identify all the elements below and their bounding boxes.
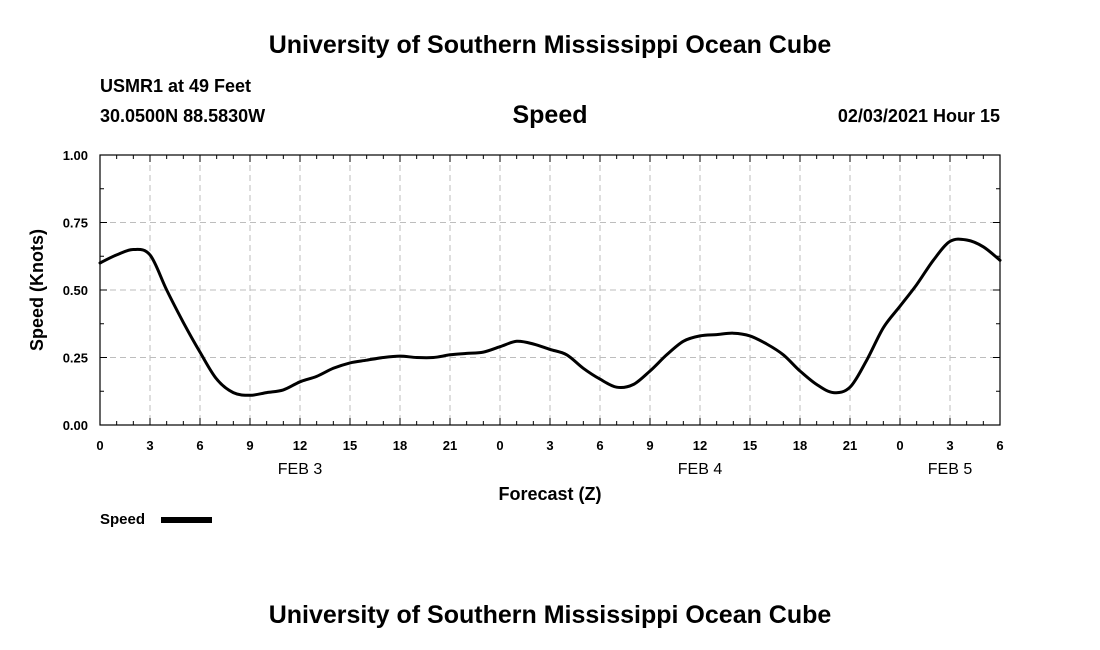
- x-tick-label: 3: [546, 438, 553, 453]
- x-tick-label: 0: [96, 438, 103, 453]
- series-line-speed: [98, 237, 1002, 397]
- grid: [100, 155, 1000, 425]
- date-label: FEB 5: [928, 461, 973, 478]
- x-tick-label: 0: [896, 438, 903, 453]
- x-tick-label: 6: [596, 438, 603, 453]
- y-tick-label: 0.50: [63, 283, 88, 298]
- y-tick-label: 1.00: [63, 148, 88, 163]
- date-labels: FEB 3 FEB 4 FEB 5: [278, 461, 973, 478]
- station-label: USMR1 at 49 Feet: [100, 76, 252, 96]
- x-tick-label: 3: [146, 438, 153, 453]
- y-tick-label: 0.75: [63, 216, 88, 231]
- plot-frame: [99, 154, 1001, 426]
- datetime-label: 02/03/2021 Hour 15: [837, 106, 1000, 126]
- x-tick-label: 9: [646, 438, 653, 453]
- y-tick-label: 0.00: [63, 418, 88, 433]
- x-tick-label: 15: [743, 438, 757, 453]
- x-tick-label: 21: [843, 438, 857, 453]
- x-tick-label: 21: [443, 438, 457, 453]
- coordinates-label: 30.0500N 88.5830W: [100, 106, 266, 126]
- x-tick-label: 18: [393, 438, 407, 453]
- x-tick-label: 18: [793, 438, 807, 453]
- y-axis-label: Speed (Knots): [27, 229, 47, 351]
- y-tick-label: 0.25: [63, 351, 88, 366]
- date-label: FEB 4: [678, 461, 723, 478]
- x-tick-label: 9: [246, 438, 253, 453]
- x-axis-label: Forecast (Z): [498, 484, 601, 504]
- x-tick-labels: 0 3 6 9 12 15 18 21 0 3 6 9 12 15 18 21 0 3 6: [96, 438, 1003, 453]
- series-group: [98, 237, 1002, 397]
- legend-label: Speed: [100, 511, 145, 528]
- parameter-label: Speed: [512, 101, 588, 129]
- x-tick-label: 0: [496, 438, 503, 453]
- x-tick-label: 15: [343, 438, 357, 453]
- axis-ticks: [99, 154, 1001, 426]
- x-tick-label: 6: [996, 438, 1003, 453]
- x-tick-label: 3: [946, 438, 953, 453]
- x-tick-label: 12: [693, 438, 707, 453]
- footer-title: University of Southern Mississippi Ocean…: [268, 601, 832, 629]
- y-tick-labels: 0.00 0.25 0.50 0.75 1.00: [63, 148, 88, 433]
- chart-title: University of Southern Mississippi Ocean…: [268, 31, 832, 59]
- date-label: FEB 3: [278, 461, 323, 478]
- x-tick-label: 6: [196, 438, 203, 453]
- x-tick-label: 12: [293, 438, 307, 453]
